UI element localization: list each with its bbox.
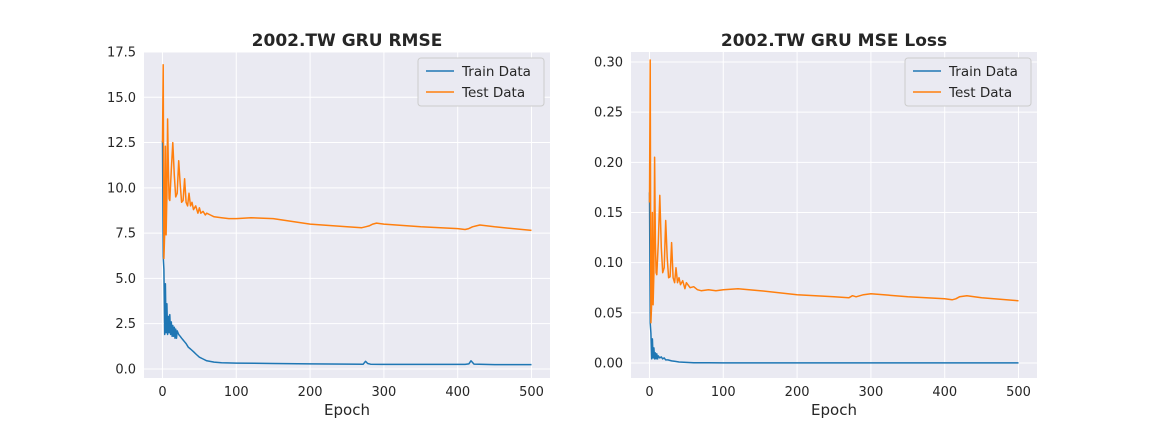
x-tick-label: 300 xyxy=(371,385,396,400)
y-tick-label: 5.0 xyxy=(115,272,136,287)
x-axis-label: Epoch xyxy=(811,401,857,419)
x-tick-label: 500 xyxy=(1006,385,1031,400)
legend-label-test-data: Test Data xyxy=(948,85,1012,101)
y-tick-label: 0.00 xyxy=(594,356,623,371)
train-data-line xyxy=(161,140,532,366)
y-tick-label: 2.5 xyxy=(115,317,136,332)
x-tick-label: 400 xyxy=(445,385,470,400)
legend-frame xyxy=(417,57,545,107)
legend-label-train-data: Train Data xyxy=(461,64,531,80)
x-tick-label: 200 xyxy=(785,385,810,400)
y-tick-label: 7.5 xyxy=(115,227,136,242)
train-data-line xyxy=(648,192,1019,364)
y-tick-label: 0.20 xyxy=(594,156,623,171)
y-tick-label: 0.05 xyxy=(594,306,623,321)
y-tick-label: 12.5 xyxy=(107,136,136,151)
x-tick-label: 300 xyxy=(858,385,883,400)
y-tick-label: 0.0 xyxy=(115,362,136,377)
legend: Train Data Test Data xyxy=(904,57,1032,107)
y-tick-label: 0.30 xyxy=(594,56,623,71)
mse-loss-chart: 0 100 200 300 400 500 0.00 0.05 0.10 0.15 0.20 0.25… xyxy=(594,31,1037,419)
legend-label-train-data: Train Data xyxy=(948,64,1018,80)
chart-title: 2002.TW GRU RMSE xyxy=(252,31,443,51)
test-data-line xyxy=(648,59,1019,324)
y-tick-label: 15.0 xyxy=(107,91,136,106)
y-tick-label: 17.5 xyxy=(107,46,136,61)
y-tick-label: 0.10 xyxy=(594,256,623,271)
y-tick-label: 10.0 xyxy=(107,181,136,196)
legend-label-test-data: Test Data xyxy=(461,85,525,101)
x-tick-label: 500 xyxy=(519,385,544,400)
x-tick-label: 0 xyxy=(158,385,166,400)
chart-title: 2002.TW GRU MSE Loss xyxy=(721,31,947,51)
legend-frame xyxy=(904,57,1032,107)
x-tick-label: 200 xyxy=(298,385,323,400)
y-tick-label: 0.15 xyxy=(594,206,623,221)
x-axis-label: Epoch xyxy=(324,401,370,419)
y-tick-label: 0.25 xyxy=(594,106,623,121)
x-tick-label: 100 xyxy=(224,385,249,400)
x-tick-label: 100 xyxy=(711,385,736,400)
rmse-chart: 0 100 200 300 400 500 0.0 2.5 5.0 7.5 10.0 12.5 15.0… xyxy=(107,31,550,419)
x-tick-label: 0 xyxy=(645,385,653,400)
legend: Train Data Test Data xyxy=(417,57,545,107)
test-data-line xyxy=(161,63,532,260)
x-tick-label: 400 xyxy=(932,385,957,400)
